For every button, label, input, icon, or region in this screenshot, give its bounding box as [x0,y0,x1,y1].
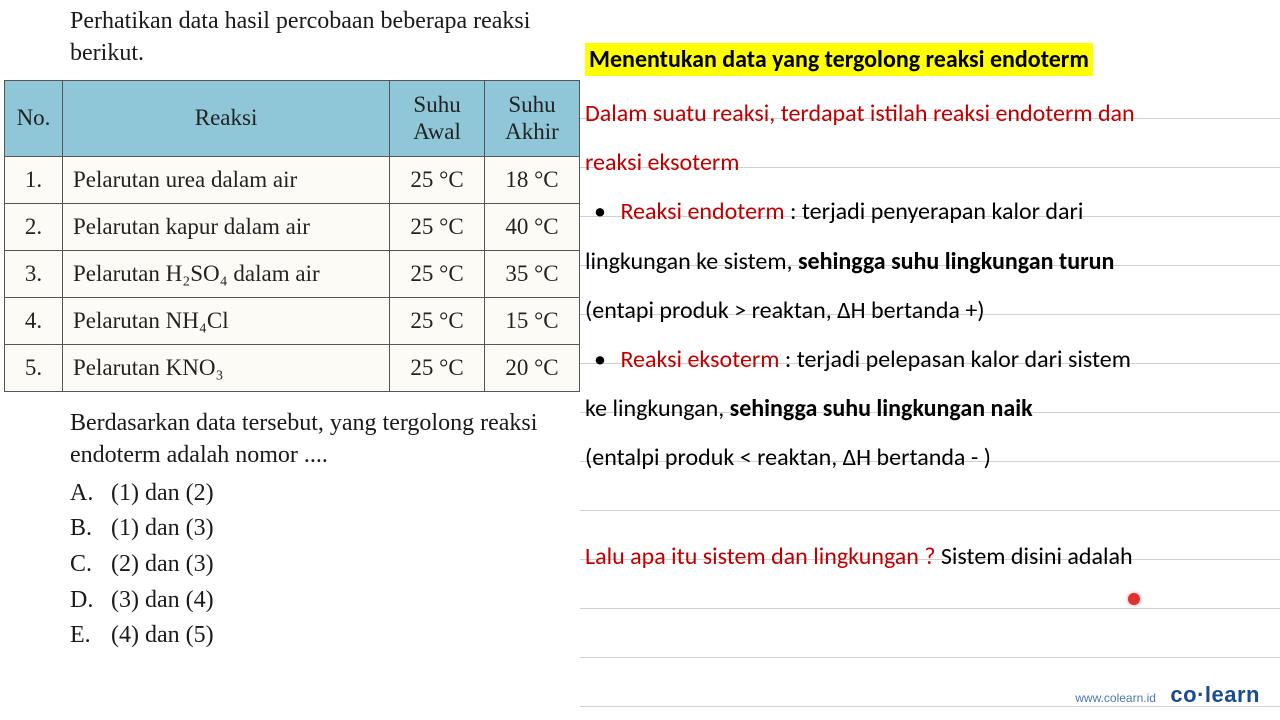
intro-text: Perhatikan data hasil percobaan beberapa… [0,5,580,80]
th-akhir: SuhuAkhir [485,80,580,156]
experiment-table: No. Reaksi SuhuAwal SuhuAkhir 1.Pelaruta… [4,80,580,392]
question-panel: Perhatikan data hasil percobaan beberapa… [0,0,580,720]
cell-akhir: 18 °C [485,156,580,203]
option-item: B. (1) dan (3) [70,512,570,546]
cell-awal: 25 °C [390,156,485,203]
b1-line2b: sehingga suhu lingkungan turun [798,247,1114,276]
q2a: Lalu apa itu sistem dan lingkungan ? [585,542,935,571]
answer-options: A. (1) dan (2)B. (1) dan (3)C. (2) dan (… [0,477,580,653]
option-item: D. (3) dan (4) [70,584,570,618]
explanation-panel: Menentukan data yang tergolong reaksi en… [580,0,1280,720]
bullet-icon: • [585,335,615,384]
cell-no: 4. [5,297,63,344]
cell-no: 3. [5,250,63,297]
table-row: 4.Pelarutan NH₄Cl25 °C15 °C [5,297,580,344]
table-row: 1.Pelarutan urea dalam air25 °C18 °C [5,156,580,203]
laser-pointer-icon [1128,593,1140,605]
b1-line2a: lingkungan ke sistem, [585,247,798,276]
b2-line3: (entalpi produk < reaktan, ΔH bertanda -… [585,443,991,472]
table-row: 2.Pelarutan kapur dalam air25 °C40 °C [5,203,580,250]
cell-akhir: 15 °C [485,297,580,344]
b2-line2a: ke lingkungan, [585,394,730,423]
footer-url: www.colearn.id [1075,691,1156,705]
cell-akhir: 20 °C [485,344,580,391]
cell-reaksi: Pelarutan kapur dalam air [63,203,390,250]
table-row: 5.Pelarutan KNO₃25 °C20 °C [5,344,580,391]
cell-no: 2. [5,203,63,250]
table-row: 3.Pelarutan H₂SO₄ dalam air25 °C35 °C [5,250,580,297]
brand-logo: co·learn [1170,682,1260,707]
b2-label: Reaksi eksoterm [620,345,779,374]
cell-no: 1. [5,156,63,203]
cell-awal: 25 °C [390,344,485,391]
option-item: C. (2) dan (3) [70,548,570,582]
b1-rest1: : terjadi penyerapan kalor dari [785,197,1084,226]
option-item: E. (4) dan (5) [70,619,570,653]
b1-label: Reaksi endoterm [620,197,784,226]
cell-reaksi: Pelarutan urea dalam air [63,156,390,203]
cell-awal: 25 °C [390,203,485,250]
th-reaksi: Reaksi [63,80,390,156]
option-item: A. (1) dan (2) [70,477,570,511]
cell-awal: 25 °C [390,297,485,344]
b2-rest1: : terjadi pelepasan kalor dari sistem [779,345,1130,374]
b1-line3: (entapi produk > reaktan, ΔH bertanda +) [585,296,985,325]
footer: www.colearn.id co·learn [1075,682,1260,708]
cell-reaksi: Pelarutan NH₄Cl [63,297,390,344]
bullet-icon: • [585,187,615,236]
th-awal: SuhuAwal [390,80,485,156]
explanation-title: Menentukan data yang tergolong reaksi en… [585,43,1093,76]
cell-akhir: 35 °C [485,250,580,297]
cell-akhir: 40 °C [485,203,580,250]
cell-reaksi: Pelarutan KNO₃ [63,344,390,391]
cell-reaksi: Pelarutan H₂SO₄ dalam air [63,250,390,297]
p1-line2: reaksi eksoterm [585,148,739,177]
question-text: Berdasarkan data tersebut, yang tergolon… [0,392,580,477]
b2-line2b: sehingga suhu lingkungan naik [730,394,1033,423]
p1-line1: Dalam suatu reaksi, terdapat istilah rea… [585,99,1135,128]
q2b: Sistem disini adalah [935,542,1132,571]
cell-awal: 25 °C [390,250,485,297]
th-no: No. [5,80,63,156]
explanation-body: Dalam suatu reaksi, terdapat istilah rea… [585,89,1260,581]
cell-no: 5. [5,344,63,391]
